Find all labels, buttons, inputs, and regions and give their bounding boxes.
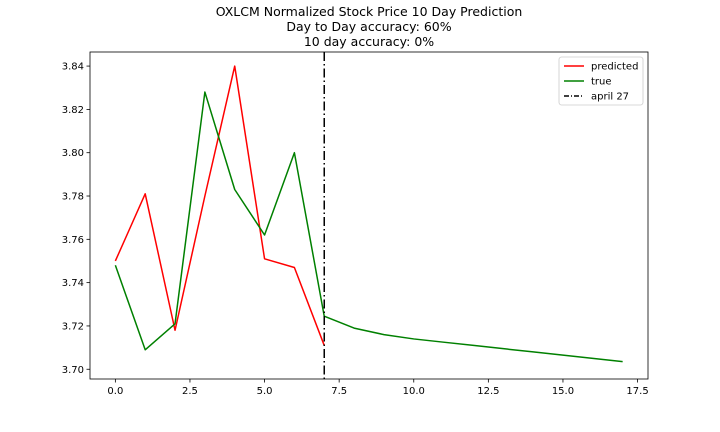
x-axis: 0.0 2.5 5.0 7.5 10.0 12.5 15.0 17.5 (107, 379, 649, 397)
legend-label-predicted: predicted (591, 62, 638, 73)
chart-subtitle-10day-accuracy: 10 day accuracy: 0% (304, 34, 434, 49)
x-tick-label: 10.0 (403, 386, 425, 397)
y-tick-label: 3.80 (62, 148, 84, 159)
legend-box (558, 56, 644, 106)
legend-label-true: true (591, 77, 612, 88)
series-layer (114, 52, 623, 379)
y-tick-label: 3.72 (62, 321, 84, 332)
y-tick-label: 3.82 (62, 105, 84, 116)
x-tick-label: 2.5 (182, 386, 198, 397)
y-tick-label: 3.78 (62, 192, 84, 203)
y-tick-label: 3.84 (62, 62, 84, 73)
plot-frame (89, 51, 649, 380)
y-tick-label: 3.70 (62, 365, 84, 376)
y-tick-label: 3.76 (62, 235, 84, 246)
legend-label-april-27: april 27 (591, 92, 629, 103)
y-tick-label: 3.74 (62, 278, 84, 289)
x-tick-label: 15.0 (552, 386, 574, 397)
x-tick-label: 0.0 (107, 386, 123, 397)
plot-area (89, 51, 649, 380)
legend: predicted true april 27 (558, 56, 644, 106)
chart-subtitle-day-accuracy: Day to Day accuracy: 60% (286, 19, 451, 34)
chart-title: OXLCM Normalized Stock Price 10 Day Pred… (216, 4, 523, 19)
series-line-predicted (114, 65, 325, 346)
series-line-true (114, 91, 623, 363)
x-tick-label: 12.5 (477, 386, 499, 397)
x-tick-label: 7.5 (331, 386, 347, 397)
x-tick-label: 17.5 (626, 386, 648, 397)
y-axis: 3.70 3.72 3.74 3.76 3.78 3.80 3.82 3.84 (62, 62, 90, 376)
x-tick-label: 5.0 (257, 386, 273, 397)
